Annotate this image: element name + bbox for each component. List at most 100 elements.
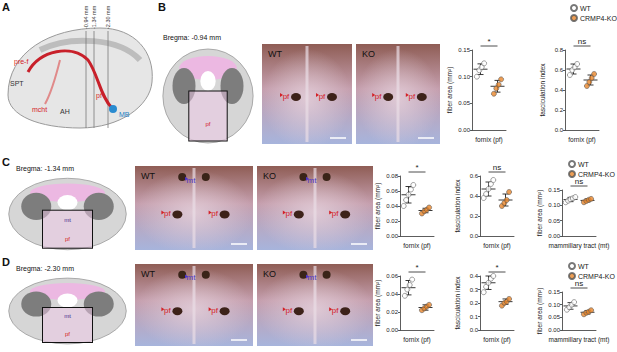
- svg-text:0.15: 0.15: [458, 47, 470, 53]
- svg-text:D: D: [2, 256, 10, 268]
- svg-text:Bregma: -1.34 mm: Bregma: -1.34 mm: [16, 165, 74, 173]
- svg-text:*: *: [487, 37, 490, 46]
- svg-text:fiber area (mm²): fiber area (mm²): [536, 288, 544, 335]
- svg-text:0.04: 0.04: [386, 203, 398, 209]
- svg-text:mt: mt: [187, 176, 197, 185]
- svg-text:mt: mt: [187, 273, 197, 282]
- svg-text:pf: pf: [408, 92, 415, 101]
- svg-text:Bregma: -2.30 mm: Bregma: -2.30 mm: [16, 265, 74, 273]
- svg-text:fornix (pf): fornix (pf): [568, 136, 595, 144]
- svg-text:fornix (pf): fornix (pf): [403, 336, 430, 344]
- svg-text:pre-f: pre-f: [14, 58, 28, 66]
- svg-text:pf: pf: [285, 209, 292, 218]
- svg-text:0.2: 0.2: [555, 107, 564, 113]
- svg-text:0.06: 0.06: [386, 188, 398, 194]
- svg-text:0.0: 0.0: [555, 127, 564, 133]
- svg-text:0.15: 0.15: [548, 289, 560, 295]
- svg-text:fasciculation index: fasciculation index: [539, 63, 546, 117]
- svg-text:C: C: [2, 156, 10, 168]
- svg-text:mammillary tract (mt): mammillary tract (mt): [548, 242, 609, 250]
- svg-text:*: *: [415, 263, 418, 272]
- svg-text:WT: WT: [141, 269, 155, 279]
- svg-text:0.0: 0.0: [470, 327, 479, 333]
- svg-text:*: *: [415, 163, 418, 172]
- svg-text:*: *: [495, 263, 498, 272]
- svg-text:0.15: 0.15: [548, 187, 560, 193]
- svg-text:fiber area (mm²): fiber area (mm²): [446, 67, 454, 114]
- svg-text:0.4: 0.4: [470, 273, 479, 279]
- svg-text:CRMP4-KO: CRMP4-KO: [578, 273, 616, 280]
- svg-text:WT: WT: [578, 161, 590, 168]
- svg-text:SPT: SPT: [10, 80, 24, 87]
- svg-text:0.00: 0.00: [386, 327, 398, 333]
- svg-text:fasciculation index: fasciculation index: [454, 276, 461, 330]
- svg-text:0.6: 0.6: [555, 67, 564, 73]
- svg-text:WT: WT: [580, 5, 592, 12]
- svg-text:pf: pf: [332, 209, 339, 218]
- svg-text:pf: pf: [164, 306, 171, 315]
- svg-text:pf: pf: [65, 236, 70, 242]
- svg-text:pf: pf: [96, 92, 102, 100]
- svg-text:Bregma: -0.94 mm: Bregma: -0.94 mm: [163, 34, 221, 42]
- svg-text:ns: ns: [575, 177, 583, 186]
- svg-text:ns: ns: [493, 163, 501, 172]
- svg-text:WT: WT: [268, 49, 282, 59]
- svg-text:pf: pf: [332, 306, 339, 315]
- svg-text:pf: pf: [164, 209, 171, 218]
- svg-text:fornix (pf): fornix (pf): [483, 336, 510, 344]
- svg-text:fornix (pf): fornix (pf): [475, 136, 502, 144]
- svg-text:mt: mt: [64, 217, 71, 223]
- svg-text:WT: WT: [141, 171, 155, 181]
- svg-text:0.8: 0.8: [555, 47, 564, 53]
- svg-text:0.1: 0.1: [470, 314, 479, 320]
- svg-text:fasciculation index: fasciculation index: [454, 179, 461, 233]
- svg-text:pf: pf: [285, 306, 292, 315]
- svg-text:fiber area (mm²): fiber area (mm²): [374, 183, 382, 230]
- svg-text:pf: pf: [211, 306, 218, 315]
- svg-text:0.02: 0.02: [386, 218, 398, 224]
- svg-text:ns: ns: [575, 279, 583, 288]
- svg-text:0.04: 0.04: [386, 291, 398, 297]
- svg-text:0.08: 0.08: [386, 173, 398, 179]
- svg-text:KO: KO: [362, 49, 375, 59]
- svg-text:0.0: 0.0: [470, 233, 479, 239]
- svg-text:B: B: [158, 1, 166, 13]
- svg-text:MB: MB: [119, 111, 130, 118]
- svg-text:0.4: 0.4: [470, 193, 479, 199]
- svg-text:0.00: 0.00: [548, 233, 560, 239]
- svg-text:0.3: 0.3: [470, 287, 479, 293]
- svg-text:fornix (pf): fornix (pf): [403, 242, 430, 250]
- svg-text:0.00: 0.00: [458, 127, 470, 133]
- svg-text:fornix (pf): fornix (pf): [483, 242, 510, 250]
- svg-text:pf: pf: [283, 92, 290, 101]
- svg-text:0.05: 0.05: [548, 314, 560, 320]
- svg-text:0.10: 0.10: [548, 302, 560, 308]
- svg-text:0.06: 0.06: [386, 273, 398, 279]
- svg-text:AH: AH: [60, 108, 70, 115]
- svg-text:fiber area (mm²): fiber area (mm²): [374, 280, 382, 327]
- svg-text:mcht: mcht: [32, 106, 47, 113]
- svg-text:-0.94 mm: -0.94 mm: [83, 5, 89, 29]
- svg-text:ns: ns: [578, 37, 586, 46]
- svg-text:0.10: 0.10: [548, 202, 560, 208]
- svg-text:A: A: [2, 1, 10, 13]
- svg-text:pf: pf: [375, 92, 382, 101]
- svg-text:0.10: 0.10: [458, 74, 470, 80]
- svg-text:0.02: 0.02: [386, 309, 398, 315]
- svg-text:CRMP4-KO: CRMP4-KO: [580, 15, 617, 22]
- svg-text:-1.34 mm: -1.34 mm: [91, 5, 97, 29]
- svg-text:0.2: 0.2: [470, 213, 479, 219]
- svg-text:0.05: 0.05: [548, 218, 560, 224]
- svg-text:pf: pf: [205, 121, 210, 127]
- svg-text:mammillary tract (mt): mammillary tract (mt): [548, 336, 609, 344]
- svg-text:0.00: 0.00: [386, 233, 398, 239]
- svg-text:KO: KO: [263, 269, 276, 279]
- svg-text:-2.30 mm: -2.30 mm: [105, 5, 111, 29]
- svg-text:0.00: 0.00: [548, 327, 560, 333]
- svg-text:mt: mt: [308, 273, 318, 282]
- svg-text:0.05: 0.05: [458, 100, 470, 106]
- svg-text:KO: KO: [263, 171, 276, 181]
- svg-text:mt: mt: [308, 176, 318, 185]
- svg-text:pf: pf: [319, 92, 326, 101]
- svg-text:0.6: 0.6: [470, 173, 479, 179]
